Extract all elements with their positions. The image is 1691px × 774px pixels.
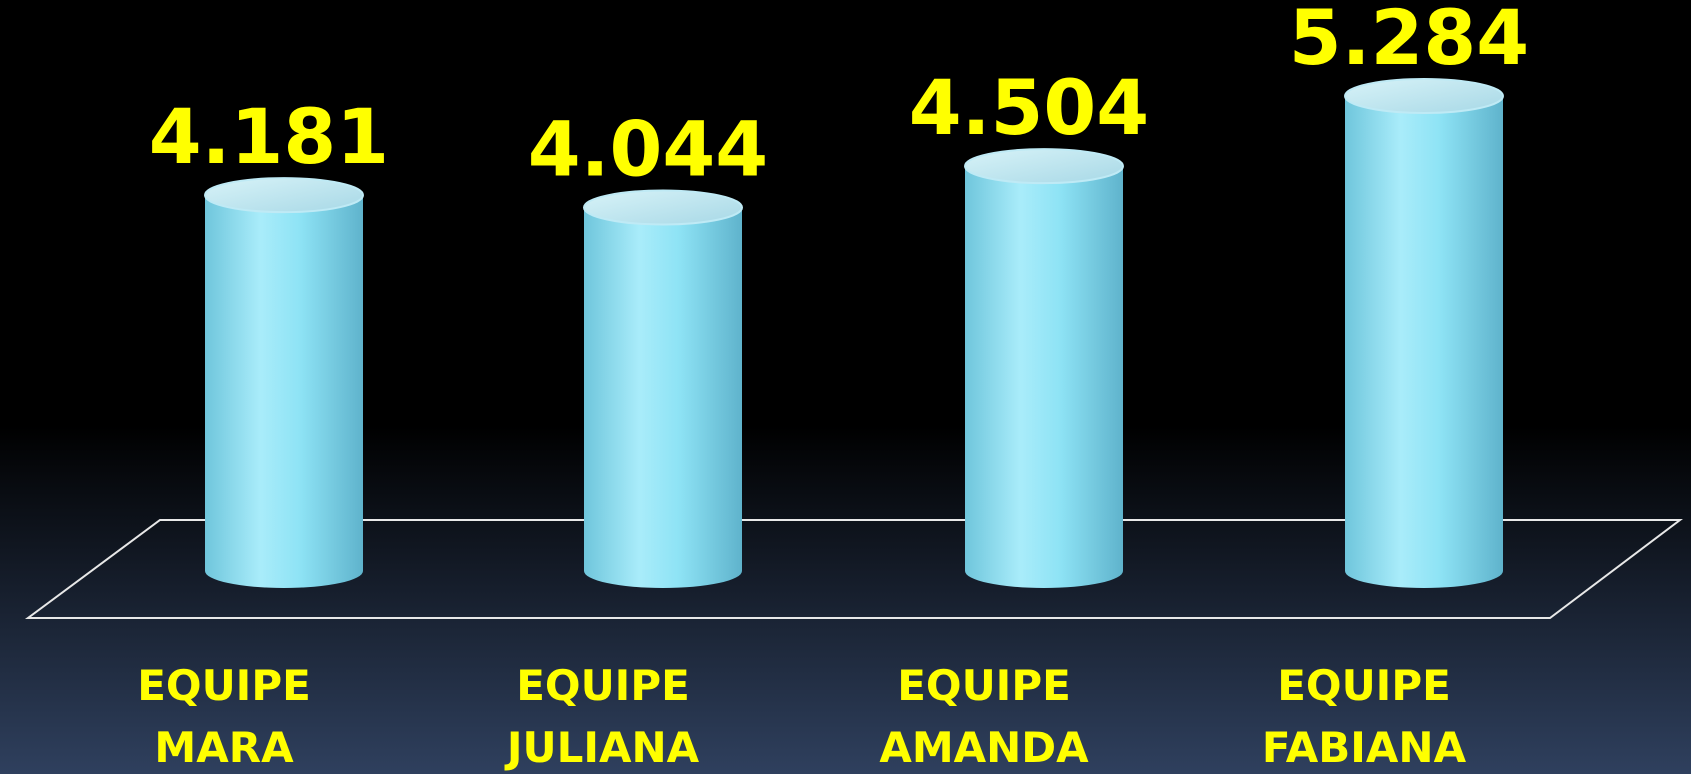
bar bbox=[583, 189, 743, 589]
cylinder-body bbox=[205, 195, 363, 588]
cylinder-top bbox=[204, 177, 364, 214]
data-label: 4.044 bbox=[528, 104, 768, 193]
cylinder-top bbox=[1344, 78, 1504, 114]
bar bbox=[1344, 78, 1504, 588]
data-label: 4.504 bbox=[909, 63, 1149, 152]
data-label: 5.284 bbox=[1289, 0, 1529, 82]
bar bbox=[964, 148, 1124, 588]
cylinder-top bbox=[583, 189, 743, 226]
x-tick-label: EQUIPE MARA bbox=[137, 661, 311, 772]
data-label: 4.181 bbox=[149, 92, 389, 181]
x-tick-label: EQUIPE AMANDA bbox=[879, 661, 1089, 772]
x-tick-label: EQUIPE JULIANA bbox=[504, 661, 700, 772]
x-tick-label: EQUIPE FABIANA bbox=[1262, 661, 1467, 772]
bar bbox=[204, 177, 364, 588]
cylinder-top bbox=[964, 148, 1124, 185]
floor bbox=[24, 519, 1683, 619]
cylinder-body bbox=[965, 166, 1123, 588]
cylinder-body bbox=[1345, 96, 1503, 588]
cylinder-body bbox=[584, 207, 742, 589]
